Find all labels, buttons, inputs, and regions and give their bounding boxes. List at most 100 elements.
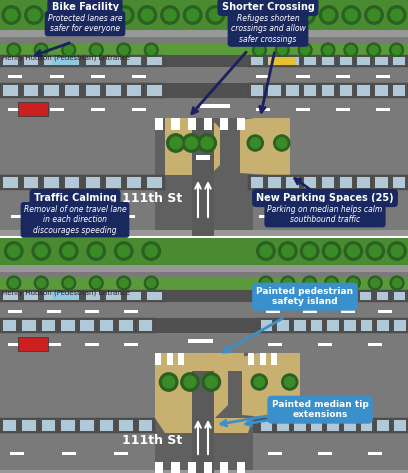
Polygon shape	[240, 118, 290, 175]
Bar	[312, 215, 326, 218]
Bar	[322, 177, 334, 188]
Circle shape	[145, 245, 157, 257]
Circle shape	[118, 245, 130, 257]
Bar	[302, 83, 319, 98]
Bar	[237, 462, 245, 473]
Circle shape	[144, 43, 158, 57]
Bar	[284, 55, 302, 67]
Bar	[373, 83, 390, 98]
Bar	[0, 470, 408, 473]
Circle shape	[232, 9, 244, 21]
Text: Traffic Calming: Traffic Calming	[33, 193, 116, 203]
Circle shape	[392, 45, 401, 54]
Circle shape	[187, 9, 199, 21]
Bar	[251, 85, 263, 96]
Circle shape	[70, 6, 89, 24]
Bar	[344, 320, 355, 331]
Circle shape	[147, 279, 156, 288]
Bar	[375, 177, 388, 188]
Bar	[135, 418, 155, 433]
Bar	[62, 175, 82, 190]
Bar	[394, 420, 406, 431]
Circle shape	[327, 279, 336, 288]
Circle shape	[251, 6, 270, 24]
Circle shape	[305, 279, 314, 288]
Text: Henry Hudson (Pedestrian) Entrance: Henry Hudson (Pedestrian) Entrance	[2, 290, 130, 297]
Circle shape	[37, 279, 46, 288]
Bar	[260, 420, 272, 431]
Bar	[259, 215, 273, 218]
Circle shape	[247, 135, 263, 151]
Text: Shorter Crossing: Shorter Crossing	[222, 2, 315, 12]
Bar	[21, 83, 41, 98]
Circle shape	[346, 45, 355, 54]
Bar	[91, 108, 105, 111]
Bar	[0, 418, 19, 433]
Bar	[0, 44, 408, 56]
Bar	[343, 292, 355, 300]
Bar	[292, 292, 304, 300]
Bar	[0, 272, 408, 290]
Bar	[337, 175, 355, 190]
Bar	[284, 175, 302, 190]
Bar	[178, 353, 184, 365]
Circle shape	[51, 9, 63, 21]
Bar	[319, 83, 337, 98]
Bar	[268, 177, 281, 188]
Circle shape	[259, 276, 273, 290]
Bar	[390, 83, 408, 98]
Circle shape	[34, 276, 48, 290]
Bar	[8, 75, 22, 78]
Bar	[391, 290, 408, 302]
Bar	[375, 85, 388, 96]
Bar	[44, 57, 59, 65]
Bar	[82, 290, 103, 302]
Bar	[42, 320, 55, 331]
Circle shape	[25, 6, 43, 24]
Bar	[0, 237, 408, 265]
Bar	[82, 175, 103, 190]
Bar	[251, 177, 263, 188]
Circle shape	[282, 374, 298, 390]
Bar	[376, 108, 390, 111]
Bar	[127, 85, 141, 96]
Bar	[365, 215, 379, 218]
Circle shape	[300, 9, 312, 21]
Circle shape	[115, 242, 133, 260]
Bar	[0, 175, 21, 190]
Bar	[303, 310, 317, 313]
Circle shape	[369, 245, 381, 257]
Bar	[24, 177, 38, 188]
Bar	[58, 418, 78, 433]
Circle shape	[160, 373, 178, 391]
Circle shape	[300, 242, 319, 260]
Bar	[49, 75, 64, 78]
Text: Painted median tip
extensions: Painted median tip extensions	[272, 400, 368, 420]
Bar	[393, 57, 405, 65]
Circle shape	[34, 43, 48, 57]
Bar	[248, 55, 266, 67]
Bar	[275, 292, 286, 300]
Text: Painted pedestrian
safety island: Painted pedestrian safety island	[257, 287, 354, 307]
Bar	[394, 292, 406, 300]
Bar	[22, 420, 36, 431]
Bar	[103, 83, 124, 98]
Bar	[119, 420, 133, 431]
Circle shape	[32, 242, 51, 260]
Circle shape	[117, 43, 131, 57]
Bar	[310, 320, 322, 331]
Bar	[41, 175, 62, 190]
Bar	[10, 452, 24, 455]
Circle shape	[255, 45, 264, 54]
Bar	[375, 318, 391, 333]
Bar	[323, 290, 340, 302]
Polygon shape	[242, 353, 300, 418]
Bar	[259, 353, 266, 365]
Bar	[192, 118, 214, 237]
Bar	[0, 67, 408, 83]
Bar	[121, 215, 135, 218]
Circle shape	[368, 9, 380, 21]
Bar	[155, 462, 163, 473]
Bar	[286, 85, 299, 96]
Bar	[322, 85, 334, 96]
